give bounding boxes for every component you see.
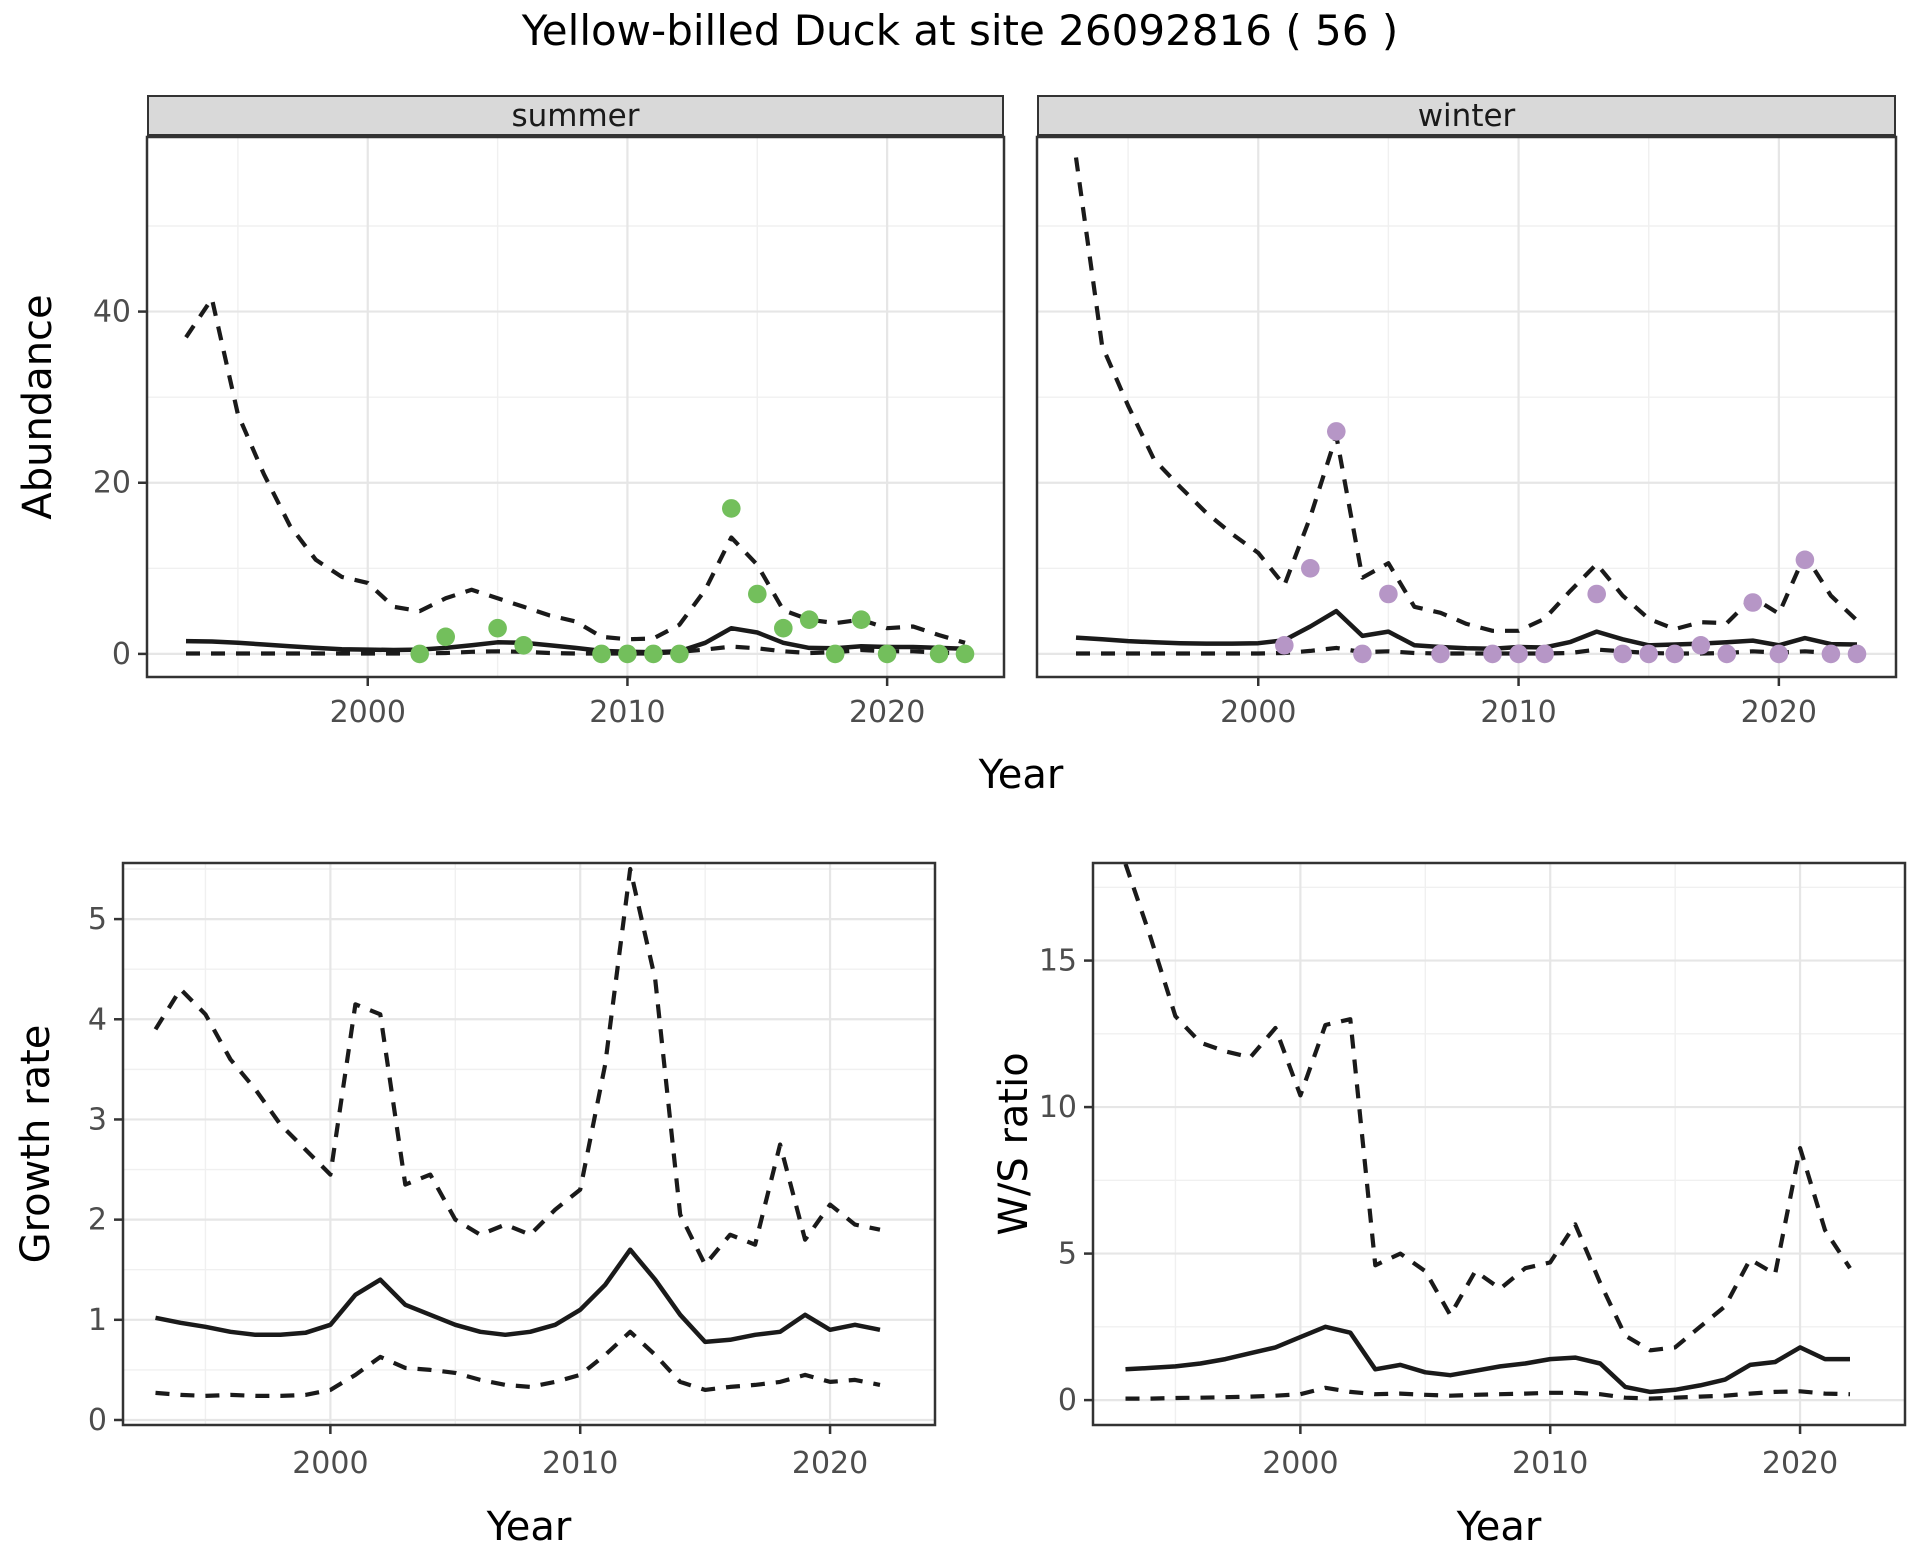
data-point [1353,644,1372,664]
y-tick-label: 10 [1039,1090,1077,1125]
panel-border [1035,135,1898,679]
upper-ci-line [184,296,966,645]
upper-ci-line [1073,157,1859,633]
data-point [877,644,897,664]
x-tick-label: 2020 [792,1446,868,1481]
panel-border [1091,861,1907,1427]
panel-border [121,861,937,1427]
x-tick-label: 2010 [1480,695,1556,730]
x-tick-label: 2020 [1741,695,1817,730]
panel-border [145,135,1006,679]
data-point [851,610,871,629]
data-point [410,644,430,664]
observed-counts [410,499,975,664]
data-point [1275,636,1294,655]
median-line [1125,1324,1850,1395]
data-point [1847,644,1867,664]
data-point [1769,644,1789,664]
data-point [1743,593,1763,612]
facet-strip-summer: summer [147,95,1004,136]
y-tick-label: 0 [88,1403,107,1438]
facet-strip-winter: winter [1037,95,1896,136]
lower-ci-line [1125,1385,1851,1401]
data-point [644,644,663,664]
upper-ci-line [1123,863,1852,1353]
data-point [929,644,949,664]
x-axis-title-year-growth: Year [486,1504,572,1550]
median-line [1075,608,1858,652]
data-point [1379,584,1398,604]
data-point [1327,422,1346,441]
observed-counts [1275,422,1867,664]
data-point [1535,644,1554,664]
panel-background [1093,863,1905,1425]
panel-growth-rate: 2000 2010 2020 0 1 2 3 4 5 [88,861,937,1481]
data-point [1483,644,1502,664]
data-point [722,499,741,518]
data-point [955,644,975,664]
data-point [748,584,767,604]
panel-abundance-summer: 2000 2010 2020 0 20 40 [93,135,1006,730]
data-point [1795,550,1815,570]
data-point [618,644,637,664]
data-point [1639,644,1658,664]
x-axis-title-year-top: Year [978,752,1064,798]
y-tick-label: 15 [1039,944,1077,979]
x-tick-label: 2000 [292,1446,368,1481]
upper-ci-line [153,866,881,1267]
data-point [799,610,819,629]
lower-ci-line [186,644,966,656]
y-tick-label: 0 [112,637,131,672]
y-tick-label: 3 [88,1102,107,1137]
facet-strip-label: summer [511,97,640,134]
x-tick-label: 2010 [589,695,665,730]
x-tick-label: 2010 [1512,1446,1588,1481]
data-point [1613,644,1632,664]
panel-ws-ratio: 2000 2010 2020 0 5 10 15 [1039,861,1907,1481]
panel-background [1037,137,1896,677]
data-point [1821,644,1841,664]
data-point [1717,644,1737,664]
y-tick-label: 1 [88,1303,107,1338]
data-point [488,618,507,638]
x-tick-label: 2020 [1762,1446,1838,1481]
lower-ci-line [155,1329,881,1398]
y-tick-label: 2 [88,1203,107,1238]
data-point [592,644,611,664]
data-point [1431,644,1450,664]
facet-strip-label: winter [1417,97,1516,134]
data-point [1691,636,1711,655]
chart-title: Yellow-billed Duck at site 26092816 ( 56… [521,6,1399,55]
data-point [514,636,533,655]
panel-background [147,137,1004,677]
y-tick-label: 0 [1058,1383,1077,1418]
data-point [825,644,845,664]
x-axis-title-year-ws: Year [1456,1504,1542,1550]
data-point [1665,644,1684,664]
data-point [1587,584,1606,604]
data-point [1509,644,1528,664]
x-tick-label: 2000 [1220,695,1296,730]
y-tick-label: 5 [88,902,107,937]
data-point [774,618,793,638]
y-tick-label: 20 [93,466,131,501]
x-tick-label: 2010 [542,1446,618,1481]
data-point [670,644,689,664]
y-tick-label: 4 [88,1002,107,1037]
data-point [1301,559,1320,578]
y-tick-label: 5 [1058,1237,1077,1272]
x-tick-label: 2000 [1262,1446,1338,1481]
x-tick-label: 2000 [330,695,406,730]
panel-background [123,863,935,1425]
y-tick-label: 40 [93,295,131,330]
data-point [436,627,456,647]
median-line [155,1247,881,1345]
x-tick-label: 2020 [849,695,925,730]
panel-abundance-winter: 2000 2010 2020 [1035,135,1898,730]
